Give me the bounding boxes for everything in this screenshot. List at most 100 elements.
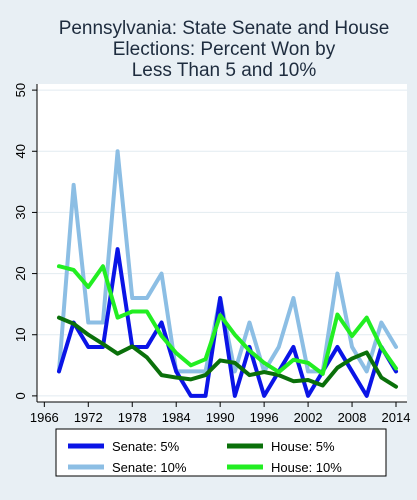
data-point-s2-9 (189, 378, 193, 381)
data-point-s0-17 (306, 370, 310, 373)
data-point-s3-0 (57, 265, 61, 268)
data-point-s3-12 (233, 333, 237, 336)
data-point-s3-14 (262, 361, 266, 365)
data-point-s0-6 (145, 296, 149, 300)
legend-label-3: House: 10% (271, 460, 342, 475)
data-point-s1-20 (350, 370, 354, 373)
data-point-s3-9 (189, 364, 193, 367)
data-point-s1-6 (145, 345, 149, 349)
data-point-s3-3 (101, 265, 105, 268)
data-point-s1-12 (233, 394, 237, 398)
data-point-s3-7 (160, 334, 163, 338)
data-point-s3-8 (175, 351, 178, 355)
x-tick-label-2014: 2014 (382, 410, 411, 425)
data-point-s3-22 (380, 346, 383, 349)
data-point-s1-4 (116, 247, 119, 251)
data-point-s2-17 (306, 378, 310, 382)
data-point-s0-12 (233, 370, 237, 373)
data-point-s1-8 (175, 370, 178, 373)
data-point-s2-21 (365, 351, 368, 354)
data-point-s1-9 (189, 394, 193, 398)
data-point-s1-21 (365, 394, 368, 398)
data-point-s0-9 (189, 370, 193, 373)
legend-box (55, 428, 387, 477)
data-point-s1-7 (160, 321, 163, 324)
data-point-s1-11 (218, 296, 222, 300)
x-tick-label-1984: 1984 (162, 410, 191, 425)
data-point-s2-10 (204, 373, 207, 377)
data-point-s2-5 (131, 345, 134, 348)
data-point-s3-2 (87, 285, 90, 289)
data-point-s2-0 (57, 316, 61, 319)
data-point-s0-7 (160, 272, 163, 275)
data-point-s0-4 (116, 150, 119, 153)
data-point-s3-4 (116, 316, 119, 319)
axes: 0 10 20 30 40 50 1966 1972 1978 1984 1990 1996 2002 2… (13, 83, 410, 425)
data-point-s0-22 (380, 321, 383, 324)
data-point-s2-6 (145, 356, 149, 359)
data-point-s1-0 (57, 370, 61, 373)
data-point-s3-18 (321, 372, 324, 376)
y-tick-label-40: 40 (13, 144, 28, 158)
data-point-s2-18 (321, 384, 324, 387)
chart-title-line-2: Elections: Percent Won by (113, 39, 336, 60)
data-point-s2-16 (292, 380, 295, 383)
data-point-s2-7 (160, 373, 163, 377)
data-point-s2-8 (175, 376, 178, 379)
data-point-s0-23 (394, 345, 398, 349)
series-line-2 (56, 315, 399, 389)
x-tick-label-2002: 2002 (294, 410, 323, 425)
data-point-s3-15 (277, 370, 280, 374)
legend-label-1: House: 5% (271, 439, 335, 454)
y-tick-label-50: 50 (13, 83, 28, 97)
data-point-s3-21 (365, 316, 368, 319)
data-point-s1-23 (394, 370, 398, 373)
data-point-s1-2 (87, 345, 90, 349)
y-tick-label-20: 20 (13, 266, 28, 280)
data-point-s2-4 (116, 352, 119, 355)
x-tick-label-1990: 1990 (206, 410, 235, 425)
data-point-s2-15 (277, 373, 280, 377)
chart-title-line-1: Pennsylvania: State Senate and House (59, 18, 390, 39)
legend-label-2: Senate: 10% (112, 460, 187, 475)
y-tick-label-10: 10 (13, 327, 28, 341)
data-point-s1-16 (292, 345, 295, 349)
data-point-s2-1 (72, 322, 75, 325)
data-point-s0-20 (350, 345, 354, 349)
data-point-s0-13 (248, 321, 251, 324)
x-tick-label-1996: 1996 (250, 410, 279, 425)
data-point-s2-3 (101, 342, 105, 346)
data-point-s3-16 (292, 358, 295, 362)
data-point-s0-15 (277, 345, 280, 349)
x-tick-label-1972: 1972 (74, 410, 103, 425)
data-point-s3-23 (394, 367, 398, 370)
data-point-s1-19 (336, 345, 339, 349)
data-point-s3-6 (145, 310, 149, 313)
x-tick-label-1966: 1966 (30, 410, 59, 425)
x-tick-label-2008: 2008 (338, 410, 367, 425)
data-point-s3-17 (306, 361, 310, 365)
chart-title-line-3: Less Than 5 and 10% (132, 60, 317, 81)
data-point-s2-2 (87, 333, 90, 336)
data-point-s3-11 (218, 313, 222, 317)
data-point-s3-20 (350, 334, 354, 338)
x-tick-label-1978: 1978 (118, 410, 147, 425)
data-point-s1-14 (262, 394, 266, 398)
data-point-s0-1 (72, 183, 75, 187)
series-line-1 (56, 247, 399, 398)
data-point-s3-10 (204, 357, 207, 361)
plot-area (37, 84, 407, 402)
data-point-s0-16 (292, 296, 295, 300)
data-point-s2-22 (380, 376, 383, 379)
data-point-s2-14 (262, 370, 266, 374)
data-point-s2-19 (336, 366, 339, 369)
data-point-s0-3 (101, 321, 105, 324)
data-point-s3-1 (72, 268, 75, 272)
data-point-s0-2 (87, 321, 90, 324)
data-point-s3-13 (248, 349, 251, 352)
data-point-s2-20 (350, 357, 354, 360)
data-point-s2-12 (233, 361, 237, 365)
data-point-s0-5 (131, 296, 134, 300)
